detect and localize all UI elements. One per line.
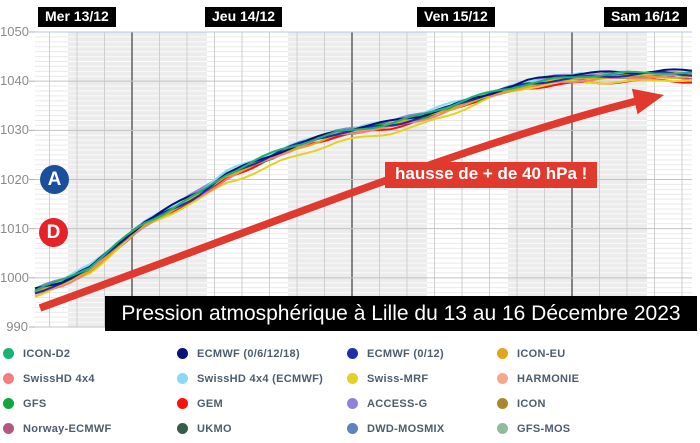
trend-annotation-banner: hausse de + de 40 hPa ! xyxy=(385,162,598,188)
model-curve xyxy=(34,70,693,292)
series-color-dot xyxy=(497,423,508,434)
legend-item-swiss-mrf: Swiss-MRF xyxy=(347,366,497,391)
legend-label: ICON-EU xyxy=(517,347,566,360)
legend-item-harmonie: HARMONIE xyxy=(497,366,673,391)
model-curve xyxy=(34,73,693,295)
y-axis-label: 1000 xyxy=(0,269,29,285)
legend-item-ukmo: UKMO xyxy=(177,416,347,441)
legend-label: SwissHD 4x4 (ECMWF) xyxy=(197,372,324,385)
legend-label: UKMO xyxy=(197,422,232,435)
series-color-dot xyxy=(177,398,188,409)
series-color-dot xyxy=(347,423,358,434)
series-color-dot xyxy=(3,373,14,384)
day-label: Jeu 14/12 xyxy=(205,7,283,27)
legend-item-access-g: ACCESS-G xyxy=(347,391,497,416)
legend-label: ICON-D2 xyxy=(23,347,71,360)
y-axis-label: 990 xyxy=(6,319,28,334)
series-color-dot xyxy=(497,348,508,359)
legend-label: DWD-MOSMIX xyxy=(367,422,445,435)
day-label: Sam 16/12 xyxy=(604,7,687,27)
series-color-dot xyxy=(347,348,358,359)
legend-label: SwissHD 4x4 xyxy=(23,372,95,385)
legend-item-gfs: GFS xyxy=(3,391,177,416)
legend-item-swisshd-4x4-ecmwf: SwissHD 4x4 (ECMWF) xyxy=(177,366,347,391)
legend-label: ACCESS-G xyxy=(367,397,428,410)
legend-item-gfs-mos: GFS-MOS xyxy=(497,416,673,441)
chart-title: Pression atmosphérique à Lille du 13 au … xyxy=(105,296,697,331)
legend-item-gem: GEM xyxy=(177,391,347,416)
legend-label: GEM xyxy=(197,397,223,410)
legend-label: Norway-ECMWF xyxy=(23,422,112,435)
depression-marker: D xyxy=(39,218,68,247)
legend-label: GFS xyxy=(23,397,47,410)
legend-label: ICON xyxy=(517,397,546,410)
day-label: Mer 13/12 xyxy=(38,7,116,27)
series-color-dot xyxy=(177,423,188,434)
legend-item-icon: ICON xyxy=(497,391,673,416)
depression-marker-label: D xyxy=(46,221,61,243)
series-color-dot xyxy=(3,398,14,409)
trend-arrow-shaft xyxy=(38,97,636,312)
y-axis-label: 1040 xyxy=(0,73,29,89)
legend-item-ecmwf-0-6-12-18: ECMWF (0/6/12/18) xyxy=(177,341,347,366)
legend-item-icon-eu: ICON-EU xyxy=(497,341,673,366)
anticyclone-marker: A xyxy=(40,165,69,194)
series-color-dot xyxy=(3,423,14,434)
y-axis-label: 1050 xyxy=(0,24,29,39)
trend-arrow-head xyxy=(631,88,664,115)
series-color-dot xyxy=(177,373,188,384)
series-color-dot xyxy=(347,373,358,384)
model-legend: ICON-D2 ECMWF (0/6/12/18) ECMWF (0/12) ICON… xyxy=(3,341,697,441)
series-color-dot xyxy=(497,373,508,384)
legend-label: HARMONIE xyxy=(517,372,580,385)
day-label: Ven 15/12 xyxy=(417,7,495,27)
series-color-dot xyxy=(347,398,358,409)
legend-item-dwd-mosmix: DWD-MOSMIX xyxy=(347,416,497,441)
legend-item-norway-ecmwf: Norway-ECMWF xyxy=(3,416,177,441)
legend-item-swisshd-4x4: SwissHD 4x4 xyxy=(3,366,177,391)
series-color-dot xyxy=(497,398,508,409)
y-axis-label: 1020 xyxy=(0,171,29,187)
y-axis-label: 1010 xyxy=(0,220,29,236)
legend-label: Swiss-MRF xyxy=(367,372,429,385)
legend-label: ECMWF (0/6/12/18) xyxy=(197,347,300,360)
legend-label: GFS-MOS xyxy=(517,422,571,435)
legend-item-ecmwf-0-12: ECMWF (0/12) xyxy=(347,341,497,366)
legend-label: ECMWF (0/12) xyxy=(367,347,444,360)
series-color-dot xyxy=(177,348,188,359)
y-axis-label: 1030 xyxy=(0,122,29,138)
legend-item-icon-d2: ICON-D2 xyxy=(3,341,177,366)
anticyclone-marker-label: A xyxy=(47,168,62,190)
series-color-dot xyxy=(3,348,14,359)
